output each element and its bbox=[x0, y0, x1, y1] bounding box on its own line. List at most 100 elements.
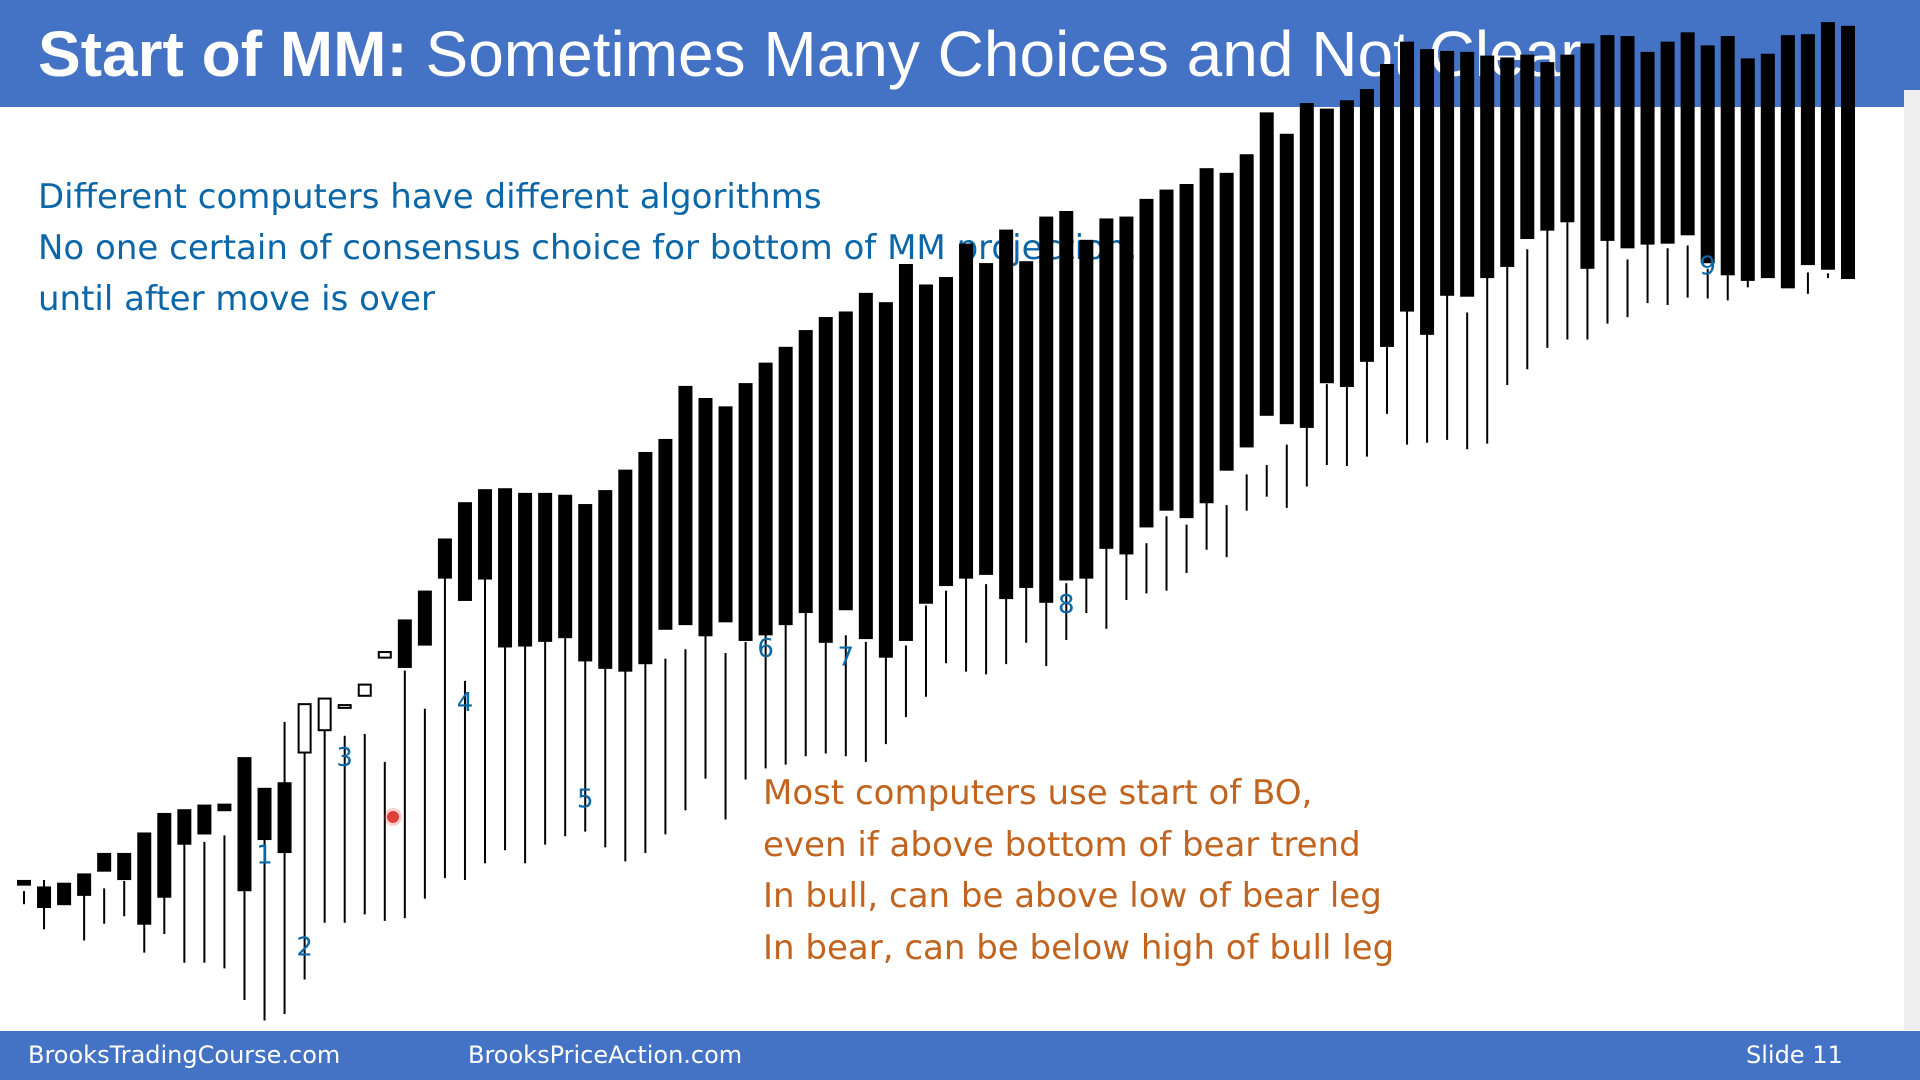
bear-candle-body bbox=[1159, 189, 1174, 511]
candle bbox=[558, 494, 573, 837]
bear-candle-body bbox=[638, 451, 653, 665]
bear-candle-body bbox=[417, 590, 432, 646]
bear-candle-body bbox=[959, 243, 974, 579]
candle bbox=[1159, 189, 1174, 591]
pivot-label: 3 bbox=[336, 743, 353, 773]
pivot-label: 2 bbox=[296, 933, 313, 963]
candle bbox=[838, 311, 853, 757]
bear-candle-body bbox=[598, 490, 613, 669]
candle bbox=[1560, 54, 1575, 340]
bear-candle-body bbox=[397, 619, 412, 668]
candle bbox=[698, 397, 713, 779]
candle bbox=[939, 277, 954, 664]
cursor-pointer-icon bbox=[387, 811, 399, 823]
bear-candle-body bbox=[1660, 41, 1675, 244]
candle bbox=[1800, 34, 1815, 294]
footer-left: BrooksTradingCourse.com bbox=[28, 1041, 341, 1069]
candle bbox=[77, 873, 92, 941]
candle bbox=[1580, 43, 1595, 340]
bear-candle-body bbox=[1500, 57, 1515, 267]
bear-candle-body bbox=[1600, 35, 1615, 241]
orange-note-line: In bear, can be below high of bull leg bbox=[763, 927, 1395, 968]
bull-candle-body bbox=[377, 651, 392, 659]
bear-candle-body bbox=[538, 492, 553, 642]
bear-candle-body bbox=[1800, 34, 1815, 266]
candle bbox=[1139, 198, 1154, 594]
bear-candle-body bbox=[878, 302, 893, 658]
candle bbox=[858, 292, 873, 762]
candle bbox=[1500, 57, 1515, 386]
candle bbox=[1299, 103, 1314, 487]
bear-candle-body bbox=[1620, 36, 1635, 249]
bear-candle-body bbox=[1480, 55, 1495, 279]
bear-candle-body bbox=[1139, 198, 1154, 528]
bear-candle-body bbox=[277, 782, 292, 854]
bull-candle-body bbox=[297, 703, 312, 754]
candle bbox=[237, 757, 252, 1001]
bear-candle-body bbox=[1640, 51, 1655, 245]
orange-notes: Most computers use start of BO, even if … bbox=[763, 768, 1394, 974]
candle bbox=[397, 619, 412, 919]
bear-candle-body bbox=[1780, 35, 1795, 289]
bear-candle-body bbox=[1099, 218, 1114, 549]
candle bbox=[478, 489, 493, 864]
bear-candle-body bbox=[798, 330, 813, 614]
bear-candle-body bbox=[97, 852, 112, 872]
bear-candle-body bbox=[1019, 261, 1034, 588]
bear-candle-body bbox=[1720, 36, 1735, 276]
candle bbox=[1279, 133, 1294, 508]
candle bbox=[1019, 261, 1034, 643]
bear-candle-body bbox=[838, 311, 853, 611]
candle bbox=[1820, 22, 1835, 279]
candle bbox=[177, 809, 192, 963]
bull-candle-body bbox=[357, 683, 372, 697]
candle bbox=[1600, 35, 1615, 324]
candle bbox=[1259, 112, 1274, 497]
candle bbox=[1420, 49, 1435, 443]
footer-center: BrooksPriceAction.com bbox=[468, 1041, 743, 1069]
candle bbox=[1680, 32, 1695, 298]
bear-candle-body bbox=[1820, 22, 1835, 270]
candle bbox=[1620, 36, 1635, 318]
candle bbox=[417, 590, 432, 899]
pivot-label: 7 bbox=[838, 642, 855, 672]
pivot-label: 6 bbox=[757, 634, 774, 664]
bear-candle-body bbox=[137, 832, 152, 925]
candle bbox=[918, 284, 933, 697]
candle bbox=[217, 803, 232, 969]
bear-candle-body bbox=[658, 438, 673, 630]
bear-candle-body bbox=[498, 488, 513, 648]
candle bbox=[1841, 25, 1855, 280]
pivot-label: 9 bbox=[1699, 252, 1716, 282]
bear-candle-body bbox=[1059, 210, 1074, 581]
bear-candle-body bbox=[117, 852, 132, 881]
candle bbox=[1700, 45, 1715, 299]
bear-candle-body bbox=[999, 229, 1014, 600]
candle bbox=[57, 882, 72, 906]
bear-candle-body bbox=[1760, 53, 1775, 279]
scroll-edge bbox=[1904, 90, 1920, 1030]
bear-candle-body bbox=[778, 346, 793, 626]
bear-candle-body bbox=[1239, 154, 1254, 448]
bear-candle-body bbox=[37, 886, 52, 908]
pivot-label: 8 bbox=[1058, 590, 1075, 620]
bear-candle-body bbox=[17, 879, 31, 886]
bear-candle-body bbox=[1219, 172, 1234, 471]
candle bbox=[157, 812, 172, 934]
bear-candle-body bbox=[738, 383, 753, 641]
bear-candle-body bbox=[758, 362, 773, 636]
bear-candle-body bbox=[618, 469, 633, 672]
orange-note-line: In bull, can be above low of bear leg bbox=[763, 876, 1382, 916]
candle bbox=[137, 832, 152, 953]
candle bbox=[758, 362, 773, 769]
candle bbox=[1780, 35, 1795, 289]
bear-candle-body bbox=[1379, 63, 1394, 347]
blue-note-line: No one certain of consensus choice for b… bbox=[38, 228, 1138, 268]
candle bbox=[1760, 53, 1775, 279]
footer-bar: BrooksTradingCourse.com BrooksPriceActio… bbox=[0, 1031, 1920, 1080]
bear-candle-body bbox=[1079, 239, 1094, 579]
bear-candle-body bbox=[478, 489, 493, 580]
candle bbox=[337, 704, 352, 923]
bear-candle-body bbox=[1119, 216, 1134, 555]
